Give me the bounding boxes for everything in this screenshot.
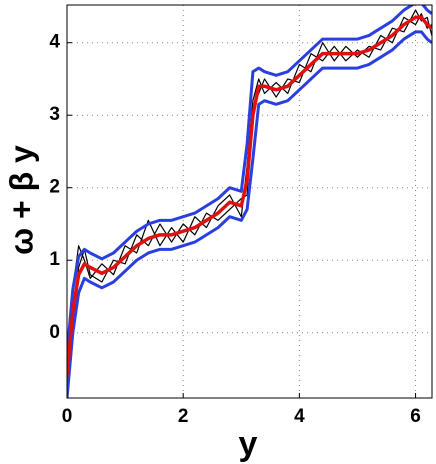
series-line <box>67 15 432 377</box>
x-axis-label: y <box>239 425 258 463</box>
series-line <box>67 30 432 398</box>
y-axis-label: ω + β y <box>3 145 39 255</box>
y-tick-label: 4 <box>49 32 60 53</box>
series-line <box>67 5 432 355</box>
x-tick-label: 2 <box>178 406 189 427</box>
x-tick-label: 0 <box>62 406 73 427</box>
y-tick-label: 1 <box>49 249 60 270</box>
y-tick-label: 3 <box>49 104 60 125</box>
x-tick-label: 4 <box>294 406 305 427</box>
x-tick-label: 6 <box>410 406 421 427</box>
plot-frame <box>66 4 433 399</box>
y-tick-label: 0 <box>49 322 60 343</box>
y-tick-label: 2 <box>49 177 60 198</box>
